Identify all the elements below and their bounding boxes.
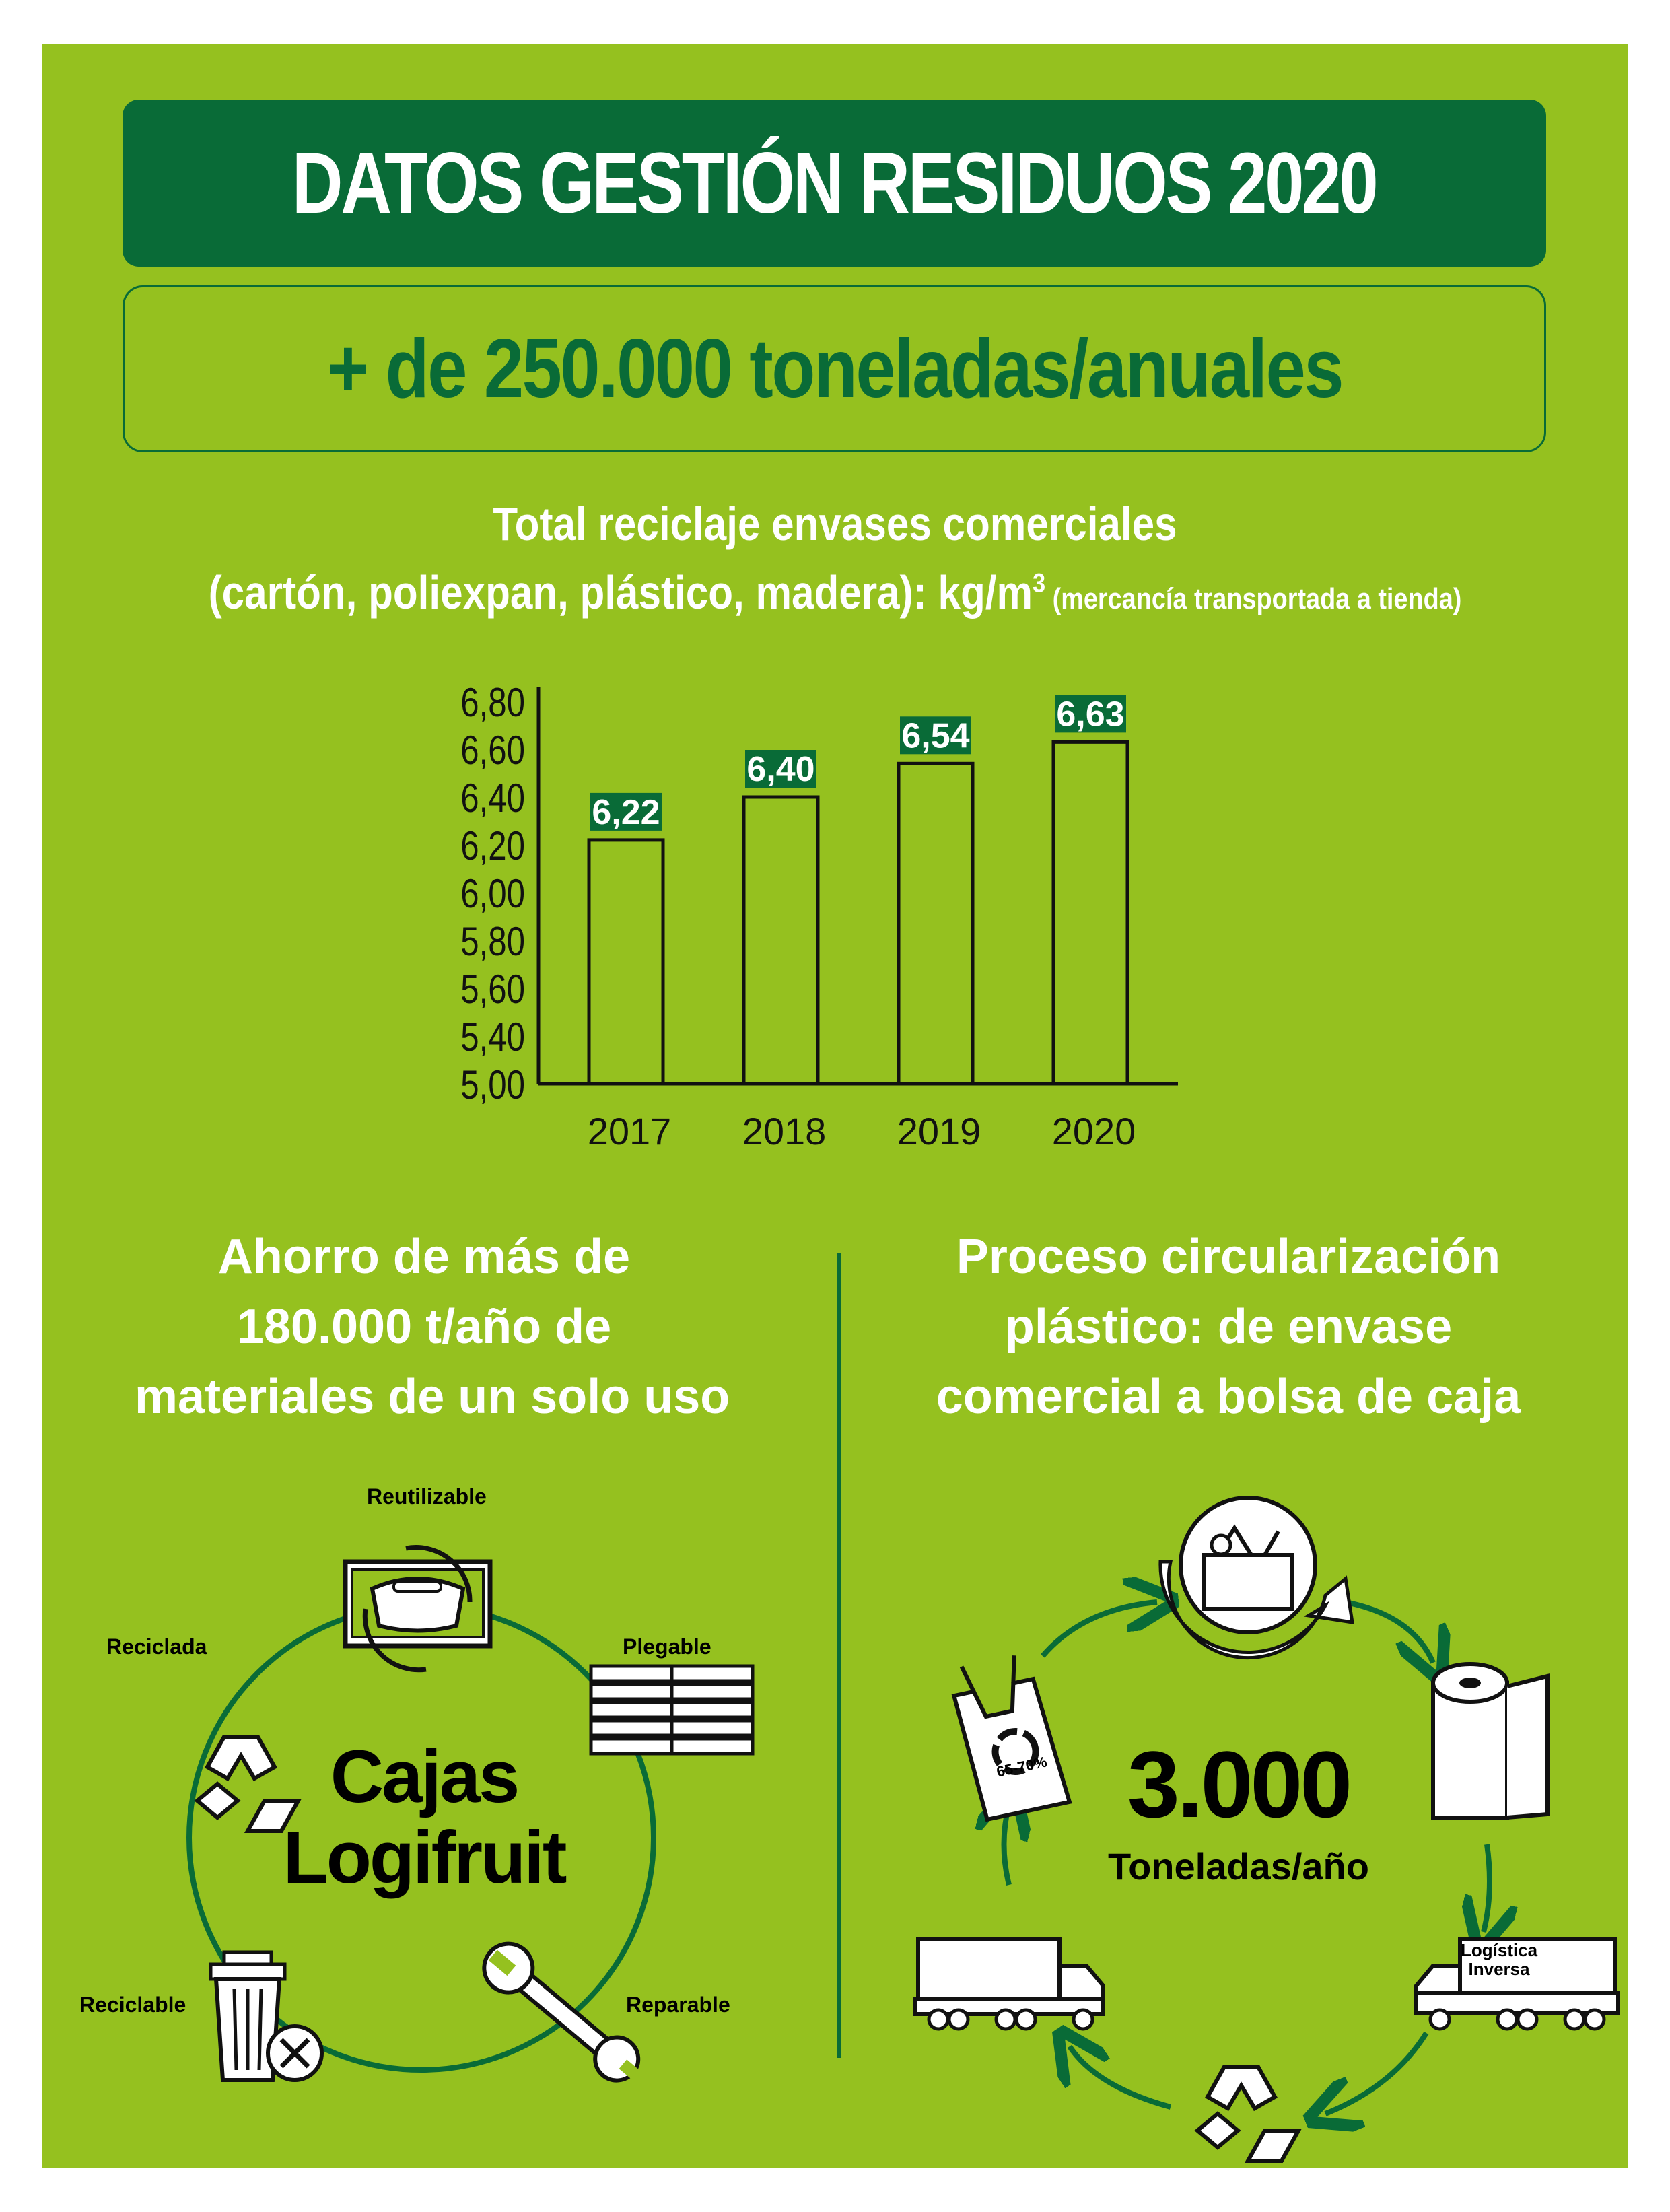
y-tick-label: 5,40 [460,1014,525,1060]
label-reutilizable: Reutilizable [367,1484,487,1509]
chart-title-line1: Total reciclaje envases comerciales [493,497,1177,550]
logifruit-diagram [186,1545,755,2083]
left-title-line: 180.000 t/año de [236,1300,612,1354]
delivery-truck-icon [913,1937,1105,2031]
y-tick-label: 6,40 [460,775,525,821]
label-reciclable: Reciclable [79,1993,186,2017]
chart-title-sup: 3 [1032,568,1046,598]
shopping-basket-icon [1158,1496,1354,1660]
x-tick-label: 2020 [1052,1110,1136,1152]
right-section-title: Proceso circularización plástico: de env… [882,1222,1575,1432]
subtitle-banner: + de 250.000 toneladas/anuales [123,285,1546,452]
y-tick-label: 6,00 [460,870,525,916]
bar [742,795,820,1086]
value-label-box [590,792,662,831]
truck-label: Logística Inversa [1461,1941,1537,1978]
right-title-line: Proceso circularización [956,1230,1501,1284]
label-plegable: Plegable [623,1634,711,1659]
wrench-icon [482,1941,643,2083]
center-line: Logifruit [283,1816,567,1899]
chart-title-note: (mercancía transportada a tienda) [1045,582,1462,615]
y-tick-label: 6,60 [460,727,525,773]
y-tick-label: 5,60 [460,966,525,1012]
value-label: 6,54 [901,716,969,755]
left-section-title: Ahorro de más de 180.000 t/año de materi… [135,1222,730,1432]
truck-label-line: Inversa [1468,1959,1530,1979]
center-unit: Toneladas/año [1108,1845,1369,1888]
y-tick-label: 6,80 [460,679,525,725]
flow-arrow [1345,1599,1433,1663]
circular-process-diagram [913,1496,1620,2163]
recycle-icon [194,1735,302,1833]
bar-chart: 6,806,606,406,206,005,805,605,405,006,22… [460,679,1178,1152]
right-title-line: plástico: de envase [1004,1300,1453,1354]
page-subtitle: + de 250.000 toneladas/anuales [326,322,1344,415]
chart-title-line2: (cartón, poliexpan, plástico, madera): k… [153,565,1517,619]
background-panel [42,44,1628,2168]
x-tick-label: 2018 [742,1110,827,1152]
bar [1051,740,1129,1086]
recycle-icon [1194,2065,1302,2163]
x-tick-label: 2017 [588,1110,672,1152]
page-title: DATOS GESTIÓN RESIDUOS 2020 [292,135,1379,232]
y-tick-label: 5,80 [460,918,525,964]
chart-title-main: (cartón, poliexpan, plástico, madera): k… [208,566,1033,619]
value-label: 6,63 [1056,695,1124,734]
flow-arrow [1325,2031,1429,2114]
bar [897,761,975,1086]
label-reparable: Reparable [626,1993,730,2017]
y-tick-label: 6,20 [460,823,525,868]
truck-label-line: Logística [1461,1940,1538,1960]
x-tick-label: 2019 [897,1110,981,1152]
flow-arrow [1070,2046,1172,2110]
label-reciclada: Reciclada [106,1634,207,1659]
title-banner: DATOS GESTIÓN RESIDUOS 2020 [123,100,1546,267]
value-label: 6,22 [592,793,660,832]
left-title-line: Ahorro de más de [217,1230,631,1284]
flow-arrow [1040,1602,1157,1658]
value-label-box [1055,695,1126,733]
crate-reuse-icon [343,1545,493,1673]
stacked-crates-icon [589,1664,755,1756]
right-title-line: comercial a bolsa de caja [936,1370,1521,1424]
center-value: 3.000 [1127,1731,1352,1837]
bar [587,838,665,1086]
plastic-roll-icon [1431,1662,1550,1820]
value-label-box [900,716,971,755]
reverse-logistics-truck-icon [1414,1937,1620,2031]
value-label-box [745,750,816,788]
left-title-line: materiales de un solo uso [135,1370,730,1424]
trash-bin-icon [209,1950,324,2082]
center-line: Cajas [330,1735,520,1818]
section-divider [837,1253,841,2058]
shopping-bag-icon [951,1655,1072,1822]
cajas-logifruit-label: Cajas Logifruit [256,1737,592,1898]
value-label: 6,40 [746,750,814,789]
y-tick-label: 5,00 [460,1062,525,1107]
flow-arrow [1484,1844,1490,1932]
